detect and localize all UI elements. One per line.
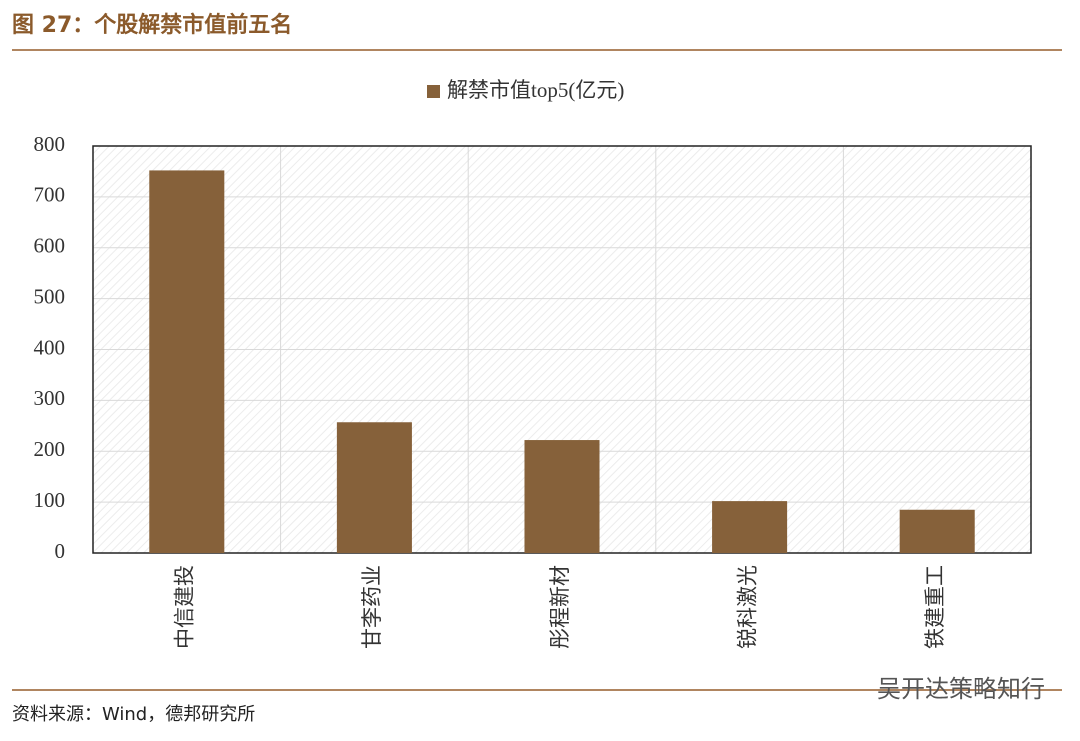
y-tick-label: 800	[34, 132, 66, 156]
watermark: 吴开达策略知行	[877, 675, 1045, 703]
figure-title: 图 27：个股解禁市值前五名	[12, 12, 292, 38]
y-tick-label: 600	[34, 234, 66, 258]
x-tick-label: 锐科激光	[735, 565, 759, 649]
y-tick-label: 400	[34, 335, 66, 359]
x-tick-label: 甘李药业	[360, 565, 384, 649]
bar	[712, 501, 788, 553]
legend-label: 解禁市值top5(亿元)	[447, 78, 624, 102]
x-tick-label: 中信建投	[173, 565, 197, 649]
plot: 0 100 200 300 400 500 600 700 800 中信建投 甘李药业 彤程新材 锐科激…	[34, 78, 1032, 649]
x-tick-label: 铁建重工	[923, 565, 947, 649]
y-tick-label: 200	[34, 437, 66, 461]
y-tick-label: 300	[34, 386, 66, 410]
bar	[899, 509, 975, 553]
x-tick-label: 彤程新材	[548, 565, 572, 649]
bar	[524, 440, 600, 553]
bar	[149, 170, 225, 554]
source-note: 资料来源：Wind，德邦研究所	[12, 704, 255, 725]
y-tick-label: 500	[34, 284, 66, 308]
legend-swatch	[427, 85, 440, 98]
y-tick-label: 700	[34, 183, 66, 207]
y-tick-label: 0	[55, 539, 66, 563]
bar	[336, 422, 412, 553]
y-tick-label: 100	[34, 488, 66, 512]
